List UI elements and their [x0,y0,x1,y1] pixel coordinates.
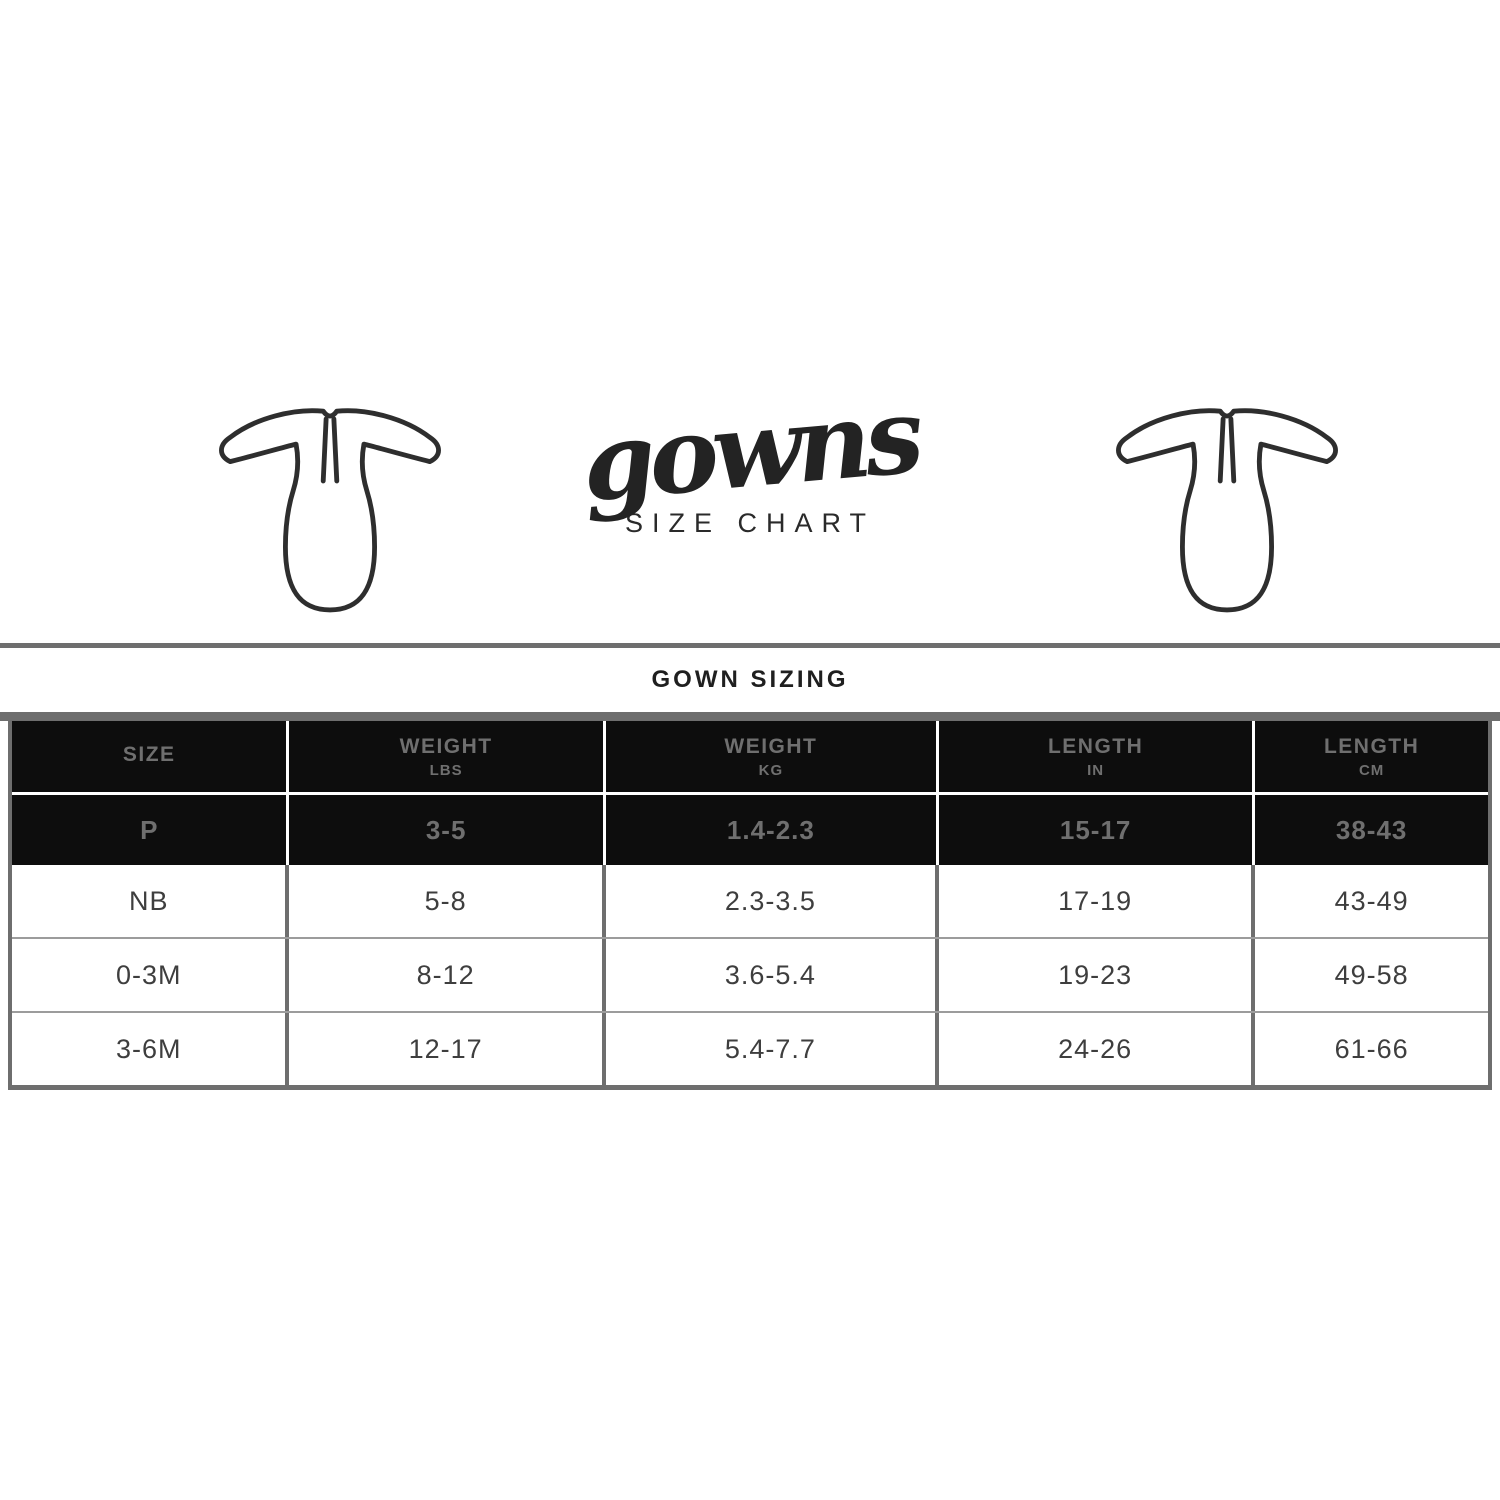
cell-length-cm: 61-66 [1255,1013,1488,1085]
header-unit: IN [1087,761,1105,779]
cell-length-in: 19-23 [938,939,1256,1011]
header-cell-length-cm: LENGTH CM [1255,721,1488,795]
header-label: SIZE [122,743,176,766]
cell-weight-kg: 2.3-3.5 [605,865,939,937]
header-label: LENGTH [1323,734,1420,758]
cell-size: 3-6M [12,1013,290,1085]
size-table: SIZE WEIGHT LBS WEIGHT KG LENGTH IN LENG… [8,721,1492,1090]
header-cell-length-in: LENGTH IN [938,721,1256,795]
cell-length-in: 17-19 [938,865,1256,937]
section-title-band: GOWN SIZING [0,648,1500,712]
cell-size: 0-3M [12,939,290,1011]
header-unit: KG [758,761,784,779]
table-row-nb: NB 5-8 2.3-3.5 17-19 43-49 [12,865,1488,937]
cell-weight-lbs: 5-8 [289,865,606,937]
table-row-0-3m: 0-3M 8-12 3.6-5.4 19-23 49-58 [12,937,1488,1011]
header-cell-weight-kg: WEIGHT KG [605,721,939,795]
cell-length-cm: 43-49 [1255,865,1488,937]
cell-weight-kg: 5.4-7.7 [605,1013,939,1085]
cell-value: 3-5 [425,814,467,845]
table-row-preemie: P 3-5 1.4-2.3 15-17 38-43 [12,795,1488,865]
cell-weight-lbs: 3-5 [289,795,606,865]
cell-weight-kg: 1.4-2.3 [605,795,939,865]
cell-value: P [140,814,159,845]
table-header-row: SIZE WEIGHT LBS WEIGHT KG LENGTH IN LENG… [12,721,1488,795]
header-label: WEIGHT [399,734,493,758]
brand-wordmark: gowns [577,373,923,526]
cell-length-in: 15-17 [938,795,1256,865]
header-unit: LBS [429,761,463,779]
header-unit: CM [1358,761,1385,779]
brand-logo: gowns SIZE CHART [0,374,1500,539]
cell-weight-lbs: 8-12 [289,939,606,1011]
cell-weight-kg: 3.6-5.4 [605,939,939,1011]
cell-weight-lbs: 12-17 [289,1013,606,1085]
gown-line-drawing-left [219,408,441,613]
cell-size: NB [12,865,290,937]
cell-length-cm: 49-58 [1255,939,1488,1011]
cell-value: 15-17 [1059,814,1132,845]
cell-length-in: 24-26 [938,1013,1256,1085]
header-label: LENGTH [1047,734,1144,758]
branding-header: gowns SIZE CHART [0,0,1500,643]
header-cell-weight-lbs: WEIGHT LBS [289,721,606,795]
cell-value: 38-43 [1335,814,1408,845]
top-divider-line [0,643,1500,648]
header-label: WEIGHT [724,734,818,758]
table-top-border [0,712,1500,721]
size-chart-label: SIZE CHART [624,508,876,538]
table-row-3-6m: 3-6M 12-17 5.4-7.7 24-26 61-66 [12,1011,1488,1085]
section-title: GOWN SIZING [651,666,849,693]
gown-line-drawing-right [1116,408,1338,613]
cell-length-cm: 38-43 [1255,795,1488,865]
cell-size: P [12,795,290,865]
header-cell-size: SIZE [12,721,290,795]
cell-value: 1.4-2.3 [726,814,815,845]
